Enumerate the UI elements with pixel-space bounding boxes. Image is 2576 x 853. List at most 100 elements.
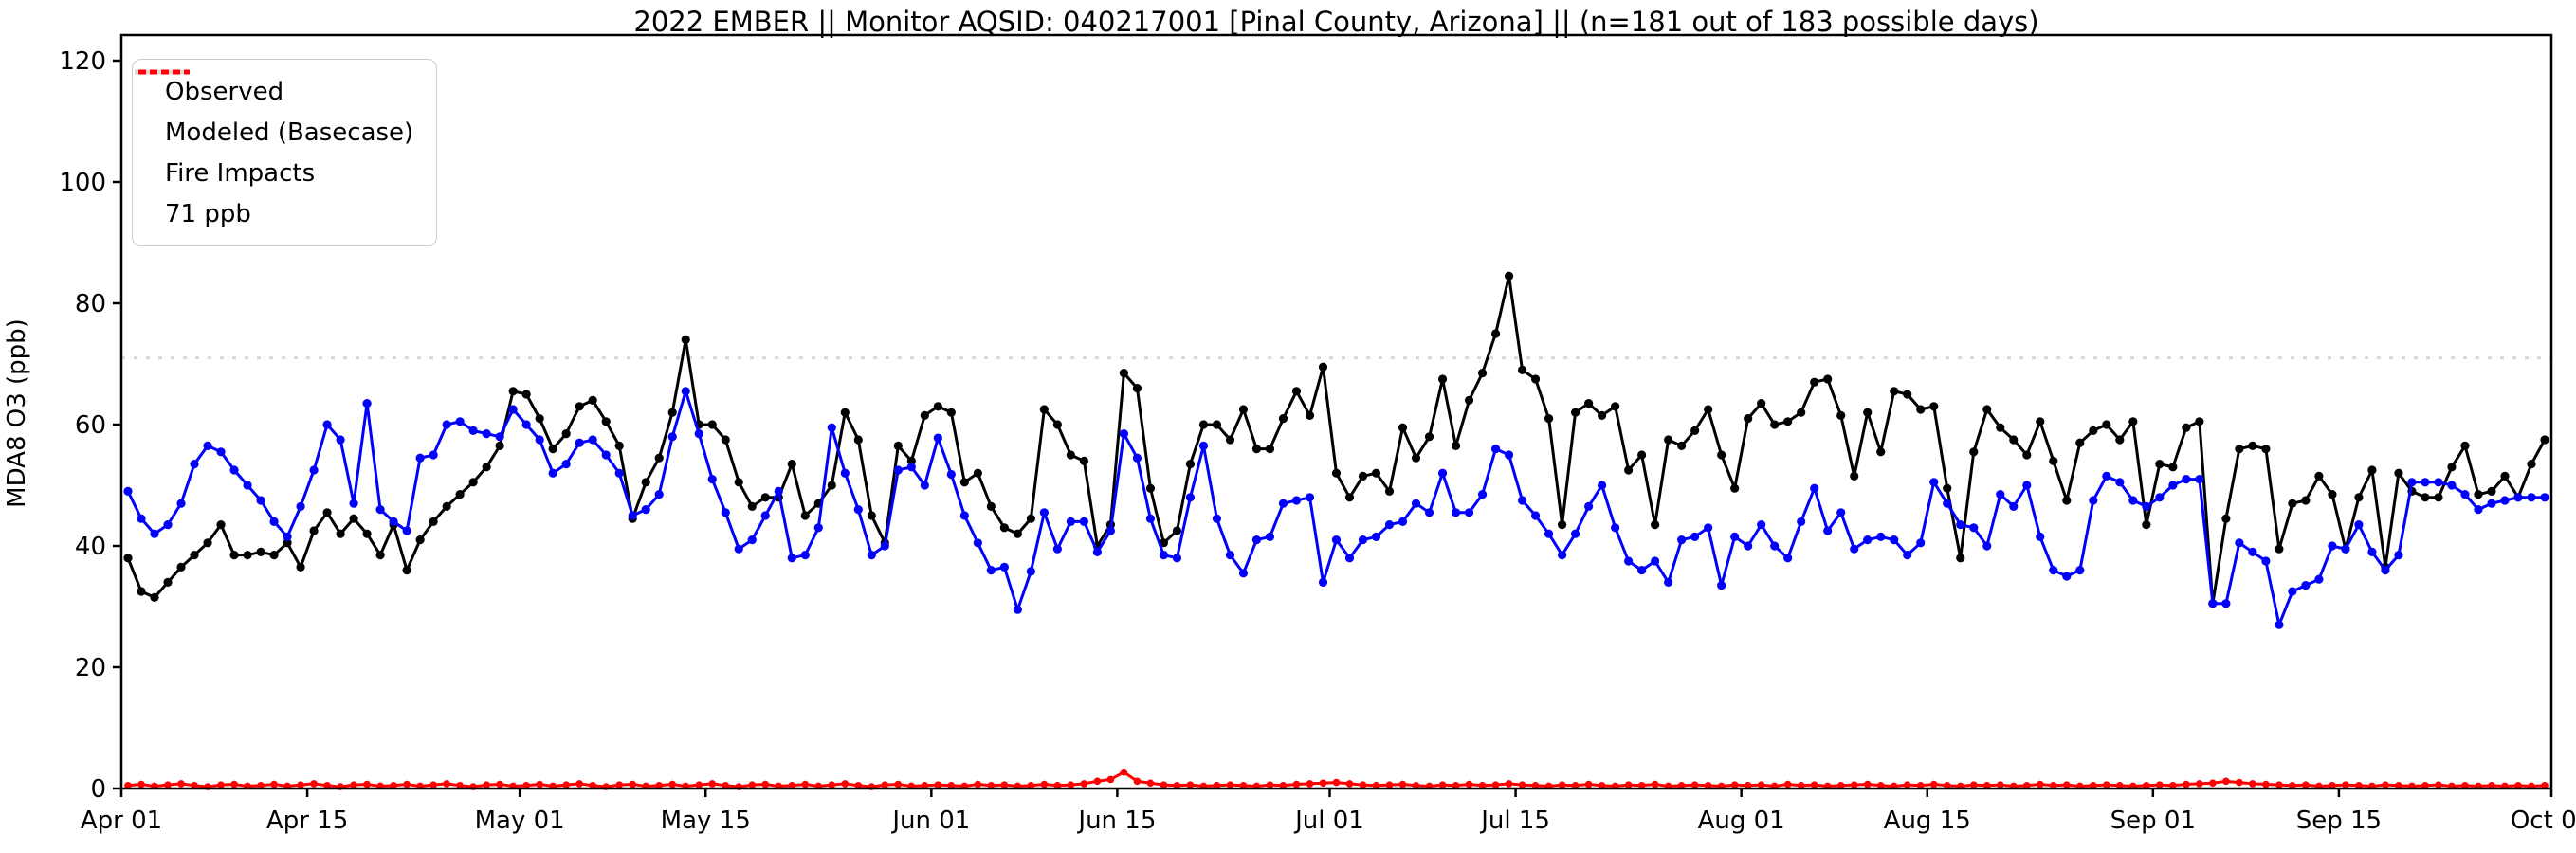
observed-marker [1677, 441, 1687, 450]
modeled-basecase--marker [2301, 581, 2311, 590]
observed-marker [760, 493, 770, 502]
modeled-basecase--marker [1172, 554, 1182, 563]
fire-impacts-marker [615, 781, 624, 789]
modeled-basecase--marker [1557, 551, 1567, 560]
modeled-basecase--marker [694, 429, 703, 439]
observed-marker [1823, 374, 1833, 384]
fire-impacts-marker [390, 782, 397, 789]
observed-marker [1969, 447, 1979, 457]
fire-impacts-marker [2461, 782, 2469, 789]
fire-impacts-marker [1584, 780, 1593, 789]
fire-impacts-marker [350, 781, 357, 789]
observed-marker [362, 529, 372, 538]
fire-impacts-marker [1982, 782, 1991, 789]
modeled-basecase--marker [2115, 478, 2125, 487]
observed-marker [1690, 426, 1700, 435]
fire-impacts-marker [2329, 782, 2336, 789]
observed-marker [1717, 450, 1726, 460]
x-tick-label: Apr 01 [81, 807, 162, 835]
fire-impacts-marker [1332, 778, 1341, 787]
observed-marker [1530, 374, 1541, 384]
modeled-basecase--marker [2421, 478, 2430, 487]
modeled-basecase--marker [667, 432, 677, 442]
modeled-basecase--marker [827, 423, 836, 432]
modeled-basecase--marker [575, 438, 584, 447]
observed-marker [1119, 369, 1129, 378]
modeled-basecase--marker [2089, 496, 2098, 505]
observed-marker [1198, 420, 1209, 429]
modeled-basecase--marker [2288, 587, 2297, 596]
observed-marker [283, 538, 292, 548]
observed-marker [707, 420, 717, 429]
fire-impacts-marker [310, 780, 318, 788]
observed-marker [2447, 463, 2457, 472]
legend-item: Modeled (Basecase) [135, 69, 413, 153]
observed-marker [1557, 520, 1567, 530]
modeled-basecase--marker [2049, 566, 2058, 575]
modeled-basecase--marker [1544, 529, 1554, 538]
fire-impacts-marker [1876, 782, 1885, 789]
fire-impacts-marker [1093, 777, 1102, 786]
fire-impacts-marker [722, 782, 730, 789]
observed-marker [1598, 410, 1607, 420]
observed-marker [1477, 369, 1488, 378]
modeled-basecase--marker [1943, 499, 1952, 508]
modeled-basecase--marker [2434, 478, 2443, 487]
observed-marker [322, 508, 332, 517]
modeled-basecase--marker [1079, 517, 1088, 527]
observed-marker [1251, 445, 1262, 454]
observed-marker [1079, 456, 1088, 465]
observed-marker [495, 441, 504, 450]
x-tick-label: Sep 15 [2296, 807, 2382, 835]
modeled-basecase--marker [2102, 471, 2111, 481]
modeled-basecase--marker [880, 541, 889, 551]
observed-marker [2195, 417, 2204, 426]
fire-impacts-marker [1518, 781, 1526, 789]
observed-marker [1172, 526, 1182, 535]
observed-marker [2487, 486, 2496, 497]
observed-marker [1810, 377, 1819, 387]
modeled-basecase--marker [2195, 475, 2204, 484]
fire-impacts-marker [801, 780, 810, 789]
modeled-basecase--marker [190, 460, 199, 469]
modeled-basecase--marker [840, 468, 850, 478]
modeled-basecase--marker [468, 426, 478, 435]
observed-marker [243, 551, 252, 560]
fire-impacts-marker [2514, 782, 2522, 789]
fire-impacts-marker [575, 780, 583, 788]
observed-marker [2155, 460, 2165, 469]
modeled-basecase--marker [734, 544, 743, 554]
y-tick-label: 40 [75, 533, 106, 561]
legend-label: 71 ppb [165, 199, 251, 228]
modeled-basecase--marker [336, 435, 345, 445]
fire-impacts-marker [2236, 778, 2243, 787]
observed-marker [2354, 493, 2364, 502]
y-tick-label: 60 [75, 411, 106, 440]
modeled-basecase--marker [2527, 493, 2536, 502]
fire-impacts-marker [748, 781, 757, 789]
observed-marker [1744, 414, 1753, 424]
y-tick-label: 100 [59, 169, 106, 197]
fire-impacts-marker [1903, 781, 1911, 789]
modeled-basecase--marker [1717, 581, 1726, 590]
modeled-basecase--marker [2275, 620, 2284, 629]
observed-marker [1943, 483, 1952, 493]
modeled-basecase--marker [1770, 541, 1780, 551]
observed-marker [1384, 486, 1395, 497]
fire-impacts-marker [1783, 780, 1792, 789]
observed-marker [1066, 450, 1075, 460]
observed-marker [2434, 493, 2443, 502]
observed-marker [1437, 374, 1448, 384]
observed-marker [561, 429, 571, 439]
modeled-basecase--marker [2394, 551, 2403, 560]
observed-marker [667, 408, 677, 417]
legend: Observed Modeled (Basecase) Fire Impacts 71… [132, 59, 438, 246]
fire-impacts-marker [2049, 782, 2057, 789]
modeled-basecase--marker [269, 517, 279, 527]
observed-marker [1996, 423, 2005, 432]
observed-marker [1265, 445, 1275, 454]
observed-marker [1305, 410, 1315, 420]
observed-marker [959, 478, 969, 487]
modeled-basecase--marker [760, 511, 770, 520]
